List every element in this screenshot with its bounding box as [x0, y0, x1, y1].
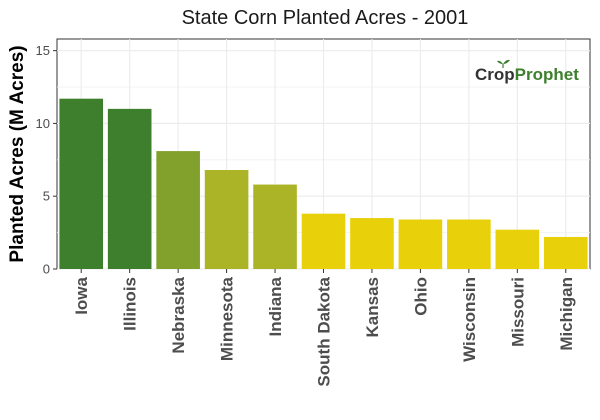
x-tick-label: Nebraska [169, 276, 188, 353]
cropprophet-logo: CropProphet [475, 59, 579, 84]
seedling-icon [497, 59, 510, 68]
x-tick-label: Kansas [363, 277, 382, 337]
logo-text-prophet: Prophet [515, 65, 580, 84]
x-tick-label: Illinois [121, 277, 140, 331]
y-tick-label: 0 [43, 262, 50, 277]
bar-minnesota [204, 170, 249, 269]
bar-missouri [495, 229, 540, 269]
x-tick-label: Indiana [266, 276, 285, 336]
plot-panel [56, 38, 591, 270]
x-tick-label: Minnesota [218, 276, 237, 361]
bar-indiana [253, 184, 297, 269]
bar-wisconsin [447, 219, 491, 269]
chart-title: State Corn Planted Acres - 2001 [182, 7, 469, 29]
y-tick-label: 15 [36, 43, 50, 58]
y-axis-label: Planted Acres (M Acres) [7, 45, 28, 262]
y-axis-ticks: 0 5 10 15 [36, 43, 57, 277]
bar-south-dakota [301, 213, 346, 269]
svg-text:CropProphet: CropProphet [475, 65, 579, 84]
bar-iowa [59, 98, 104, 269]
y-tick-label: 10 [36, 116, 50, 131]
x-tick-label: South Dakota [315, 276, 334, 386]
bars [59, 98, 588, 270]
x-tick-label: Ohio [411, 277, 430, 316]
x-axis-ticks: Iowa Illinois Nebraska Minnesota Indiana Sout… [72, 269, 576, 387]
bar-ohio [398, 219, 443, 269]
logo-text-crop: Crop [475, 65, 515, 84]
x-tick-label: Wisconsin [460, 277, 479, 362]
bar-nebraska [156, 151, 200, 269]
x-tick-label: Missouri [508, 277, 527, 347]
x-tick-label: Iowa [72, 276, 91, 314]
bar-michigan [543, 236, 588, 269]
y-tick-label: 5 [43, 189, 50, 204]
bar-kansas [350, 218, 394, 269]
bar-illinois [107, 108, 152, 270]
x-tick-label: Michigan [557, 277, 576, 351]
